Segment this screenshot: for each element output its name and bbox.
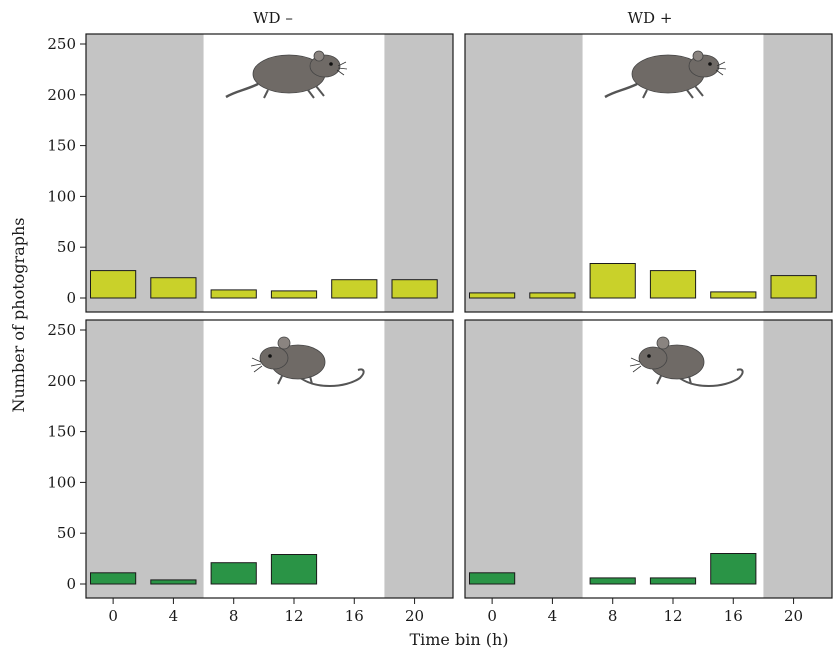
x-tick-label: 0 bbox=[108, 607, 118, 625]
rodent-whiskers bbox=[715, 61, 727, 76]
bar-20h bbox=[770, 275, 817, 299]
x-axis-title: Time bin (h) bbox=[409, 630, 508, 649]
bar-8h bbox=[589, 263, 636, 299]
rodent-tail bbox=[225, 82, 259, 99]
mouse-whiskers bbox=[629, 357, 642, 373]
y-tick-label: 100 bbox=[47, 187, 76, 205]
y-tick-label: 100 bbox=[47, 473, 76, 491]
bar-0h bbox=[469, 292, 516, 299]
rodent-feet bbox=[263, 85, 325, 99]
mouse-tail bbox=[297, 368, 365, 387]
y-axis-title: Number of photographs bbox=[9, 218, 28, 413]
bar-16h bbox=[710, 291, 757, 299]
x-tick-label: 16 bbox=[724, 607, 743, 625]
night-band-right bbox=[763, 320, 832, 598]
bar-4h bbox=[150, 579, 197, 585]
mouse-facing-left-icon bbox=[629, 336, 744, 387]
y-tick-label: 150 bbox=[47, 137, 76, 155]
mouse-head bbox=[259, 346, 289, 370]
panel-1: 0 50 100 150 200 250 bbox=[47, 33, 454, 313]
bar-8h bbox=[210, 289, 257, 299]
bar-0h bbox=[90, 270, 137, 299]
bar-4h bbox=[150, 277, 197, 299]
rodent-facing-right-icon bbox=[604, 50, 727, 99]
mouse-tail bbox=[676, 368, 744, 387]
x-tick-label: 4 bbox=[548, 607, 558, 625]
x-tick-label: 8 bbox=[229, 607, 239, 625]
mouse-facing-left-icon bbox=[250, 336, 365, 387]
rodent-ear bbox=[692, 50, 704, 62]
y-tick-label: 50 bbox=[57, 524, 76, 542]
rodent-tail bbox=[604, 82, 638, 99]
y-tick-label: 250 bbox=[47, 35, 76, 53]
x-tick-label: 4 bbox=[169, 607, 179, 625]
bar-12h bbox=[649, 270, 697, 299]
y-tick-label: 0 bbox=[66, 289, 76, 307]
bar-0h bbox=[469, 572, 516, 585]
bar-0h bbox=[90, 572, 137, 585]
rodent-feet bbox=[642, 85, 704, 99]
bar-8h bbox=[210, 562, 257, 585]
night-band-left bbox=[465, 320, 583, 598]
panel-3: 0 50 100 150 200 250 0 4 8 12 16 20 bbox=[47, 319, 454, 625]
panel-frame bbox=[464, 33, 833, 313]
x-tick-label: 8 bbox=[608, 607, 618, 625]
bar-16h bbox=[710, 553, 757, 585]
mouse-eye bbox=[268, 354, 272, 358]
mouse-ear bbox=[277, 336, 291, 350]
bar-12h bbox=[270, 290, 318, 299]
bar-16h bbox=[331, 279, 378, 299]
mouse-feet bbox=[656, 375, 692, 385]
mouse-ear bbox=[656, 336, 670, 350]
x-tick-label: 20 bbox=[784, 607, 803, 625]
bar-4h bbox=[529, 292, 576, 299]
rodent-whiskers bbox=[336, 61, 348, 76]
panel-frame bbox=[85, 319, 454, 599]
bar-12h bbox=[649, 577, 697, 585]
mouse-head bbox=[638, 346, 668, 370]
night-band-right bbox=[384, 34, 453, 312]
x-tick-label: 0 bbox=[487, 607, 497, 625]
y-tick-label: 200 bbox=[47, 86, 76, 104]
mouse-eye bbox=[647, 354, 651, 358]
panel-title-left: WD – bbox=[253, 9, 293, 27]
panel-2 bbox=[464, 33, 833, 313]
x-tick-label: 12 bbox=[284, 607, 303, 625]
rodent-facing-right-icon bbox=[225, 50, 348, 99]
panel-frame bbox=[464, 319, 833, 599]
night-band-left bbox=[86, 320, 204, 598]
mouse-whiskers bbox=[250, 357, 263, 373]
x-tick-label: 12 bbox=[663, 607, 682, 625]
y-tick-label: 250 bbox=[47, 321, 76, 339]
y-tick-label: 50 bbox=[57, 238, 76, 256]
panel-frame bbox=[85, 33, 454, 313]
y-tick-label: 150 bbox=[47, 423, 76, 441]
y-tick-label: 200 bbox=[47, 372, 76, 390]
panel-title-right: WD + bbox=[628, 9, 673, 27]
bar-8h bbox=[589, 577, 636, 585]
night-band-left bbox=[465, 34, 583, 312]
x-tick-label: 20 bbox=[405, 607, 424, 625]
panel-4: 0 4 8 12 16 20 bbox=[464, 319, 833, 625]
bar-12h bbox=[270, 554, 318, 585]
x-tick-label: 16 bbox=[345, 607, 364, 625]
night-band-left bbox=[86, 34, 204, 312]
rodent-eye bbox=[708, 62, 712, 66]
mouse-feet bbox=[277, 375, 313, 385]
bar-20h bbox=[391, 279, 438, 299]
rodent-eye bbox=[329, 62, 333, 66]
night-band-right bbox=[763, 34, 832, 312]
night-band-right bbox=[384, 320, 453, 598]
y-tick-label: 0 bbox=[66, 575, 76, 593]
rodent-ear bbox=[313, 50, 325, 62]
